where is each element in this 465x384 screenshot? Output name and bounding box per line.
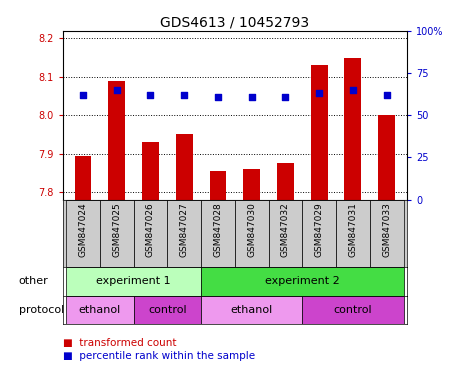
Bar [378,115,395,200]
Point [80,92,87,98]
Bar [370,200,404,267]
Text: GSM847030: GSM847030 [247,202,256,257]
Bar [66,267,201,296]
Text: experiment 2: experiment 2 [265,276,339,286]
Text: GSM847031: GSM847031 [348,202,358,257]
Bar [142,142,159,200]
Bar [66,296,133,324]
Bar [176,134,193,200]
Text: experiment 1: experiment 1 [96,276,171,286]
Bar [269,200,302,267]
Bar [302,296,404,324]
Bar [201,267,404,296]
Bar [210,171,226,200]
Bar [133,200,167,267]
Text: GSM847032: GSM847032 [281,202,290,257]
Bar [345,58,361,200]
Point [349,87,357,93]
Text: ■  percentile rank within the sample: ■ percentile rank within the sample [63,351,255,361]
Bar [243,169,260,200]
Bar [100,200,133,267]
Text: GSM847033: GSM847033 [382,202,391,257]
Text: ethanol: ethanol [231,305,273,315]
Text: other: other [19,276,48,286]
Bar [74,156,92,200]
Text: control: control [148,305,186,315]
Text: protocol: protocol [19,305,64,315]
Title: GDS4613 / 10452793: GDS4613 / 10452793 [160,16,309,30]
Text: control: control [333,305,372,315]
Text: GSM847029: GSM847029 [315,202,324,257]
Point [180,92,188,98]
Text: GSM847028: GSM847028 [213,202,222,257]
Point [214,94,222,100]
Bar [277,163,294,200]
Text: ethanol: ethanol [79,305,121,315]
Text: GSM847027: GSM847027 [179,202,189,257]
Point [248,94,255,100]
Point [315,90,323,96]
Bar [302,200,336,267]
Bar [235,200,269,267]
Bar [66,200,100,267]
Point [147,92,154,98]
Bar [108,81,125,200]
Text: GSM847025: GSM847025 [112,202,121,257]
Text: GSM847026: GSM847026 [146,202,155,257]
Bar [201,200,235,267]
Point [282,94,289,100]
Bar [167,200,201,267]
Bar [201,296,302,324]
Bar [311,65,328,200]
Text: ■  transformed count: ■ transformed count [63,338,176,348]
Text: GSM847024: GSM847024 [79,202,87,257]
Bar [336,200,370,267]
Point [383,92,390,98]
Point [113,87,120,93]
Bar [133,296,201,324]
